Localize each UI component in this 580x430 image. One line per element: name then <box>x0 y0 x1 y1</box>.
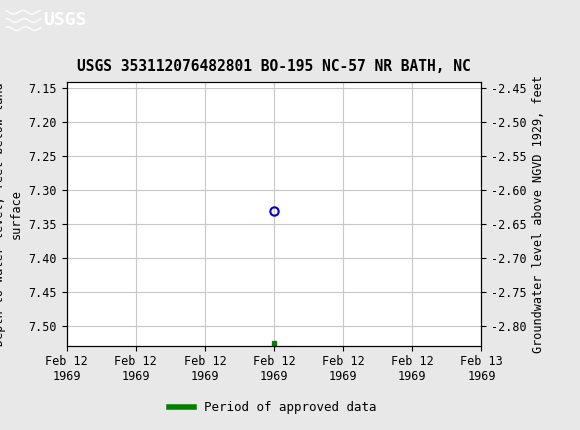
Text: USGS: USGS <box>44 12 87 29</box>
Y-axis label: Depth to water level, feet below land
surface: Depth to water level, feet below land su… <box>0 82 23 346</box>
Title: USGS 353112076482801 BO-195 NC-57 NR BATH, NC: USGS 353112076482801 BO-195 NC-57 NR BAT… <box>77 58 471 74</box>
Legend: Period of approved data: Period of approved data <box>164 396 382 419</box>
Y-axis label: Groundwater level above NGVD 1929, feet: Groundwater level above NGVD 1929, feet <box>532 75 545 353</box>
